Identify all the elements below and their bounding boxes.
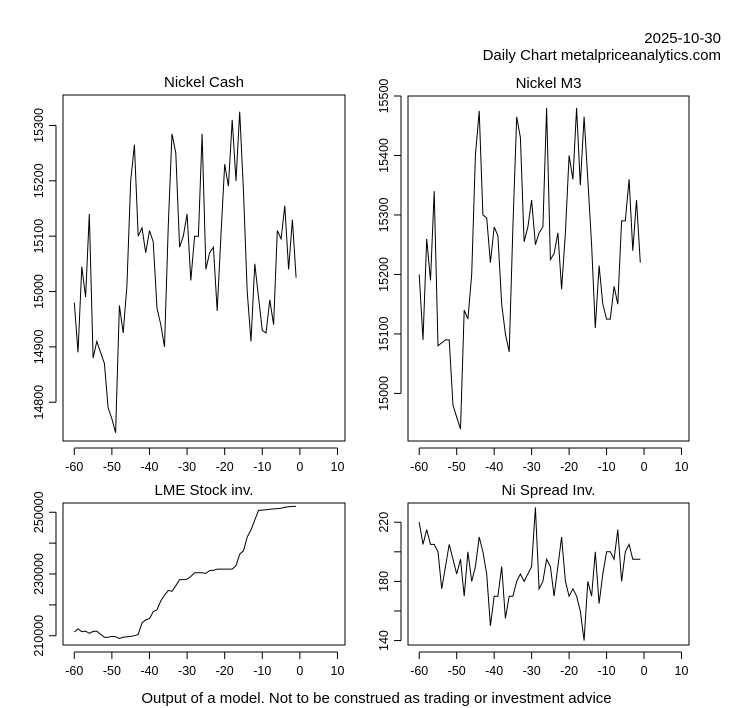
x-tick-label: -40 (485, 460, 503, 474)
ni-spread-panel: Ni Spread Inv. -60 -50 -40 -30 -20 -10 0 10 140 18… (377, 482, 690, 678)
y-tick-label: 15300 (377, 198, 391, 233)
x-tick-label: 10 (331, 460, 345, 474)
x-tick-label: -60 (410, 460, 428, 474)
x-tick-label: 10 (331, 664, 345, 678)
y-tick-label: 180 (377, 571, 391, 592)
x-tick-label: -50 (103, 460, 121, 474)
x-tick-label: -40 (485, 664, 503, 678)
x-tick-label: -10 (598, 460, 616, 474)
x-tick-label: -30 (178, 664, 196, 678)
y-tick-label: 15200 (377, 257, 391, 292)
y-tick-label: 230000 (32, 553, 46, 595)
x-tick-label: -30 (523, 460, 541, 474)
chart-subtitle: Daily Chart metalpriceanalytics.com (482, 47, 721, 64)
ni-spread-series-line (418, 507, 641, 641)
nickel-cash-series-line (73, 111, 297, 433)
x-tick-label: -50 (448, 664, 466, 678)
disclaimer-footer: Output of a model. Not to be construed a… (141, 690, 612, 707)
x-tick-label: 0 (641, 460, 648, 474)
x-tick-label: 0 (296, 460, 303, 474)
lme-stock-series-line (73, 505, 297, 640)
x-tick-label: -30 (523, 664, 541, 678)
x-tick-label: -40 (140, 460, 158, 474)
x-tick-label: 0 (641, 664, 648, 678)
y-tick-label: 220 (377, 512, 391, 533)
x-tick-label: -60 (410, 664, 428, 678)
x-tick-label: -10 (253, 460, 271, 474)
x-tick-label: 10 (675, 460, 689, 474)
y-tick-label: 14800 (32, 385, 46, 420)
y-tick-label: 15000 (32, 274, 46, 309)
chart-date: 2025-10-30 (644, 30, 721, 47)
nickel-m3-panel: Nickel M3 -60 -50 -40 -30 -20 -10 0 10 15000 15100… (377, 75, 690, 474)
x-tick-label: -10 (253, 664, 271, 678)
y-tick-label: 15300 (32, 108, 46, 143)
chart-title: LME Stock inv. (155, 482, 254, 499)
plot-frame (407, 95, 690, 442)
plot-frame (62, 502, 346, 646)
x-tick-label: -10 (598, 664, 616, 678)
x-tick-label: -20 (216, 664, 234, 678)
nickel-m3-series-line (418, 107, 641, 430)
x-tick-label: -60 (65, 664, 83, 678)
y-tick-label: 14900 (32, 329, 46, 364)
y-tick-label: 15100 (32, 219, 46, 254)
y-tick-label: 15200 (32, 163, 46, 198)
x-tick-label: -50 (448, 460, 466, 474)
chart-title: Nickel M3 (516, 75, 582, 92)
chart-title: Ni Spread Inv. (502, 482, 596, 499)
y-tick-label: 15000 (377, 376, 391, 411)
y-tick-label: 15100 (377, 317, 391, 352)
y-tick-label: 250000 (32, 491, 46, 533)
x-tick-label: -50 (103, 664, 121, 678)
x-tick-label: -20 (560, 664, 578, 678)
x-tick-label: -40 (140, 664, 158, 678)
x-tick-label: -30 (178, 460, 196, 474)
lme-stock-panel: LME Stock inv. -60 -50 -40 -30 -20 -10 0 10 21000… (32, 482, 346, 678)
x-tick-label: -60 (65, 460, 83, 474)
y-tick-label: 15400 (377, 138, 391, 173)
x-tick-label: -20 (560, 460, 578, 474)
nickel-cash-panel: Nickel Cash -60 -50 -40 -30 -20 -10 0 10 14800 149… (32, 74, 346, 474)
x-tick-label: 10 (675, 664, 689, 678)
y-tick-label: 210000 (32, 615, 46, 657)
y-tick-label: 15500 (377, 79, 391, 114)
plot-frame (407, 502, 690, 646)
plot-frame (62, 94, 346, 442)
chart-title: Nickel Cash (164, 74, 244, 91)
x-tick-label: 0 (296, 664, 303, 678)
x-tick-label: -20 (216, 460, 234, 474)
y-tick-label: 140 (377, 630, 391, 651)
